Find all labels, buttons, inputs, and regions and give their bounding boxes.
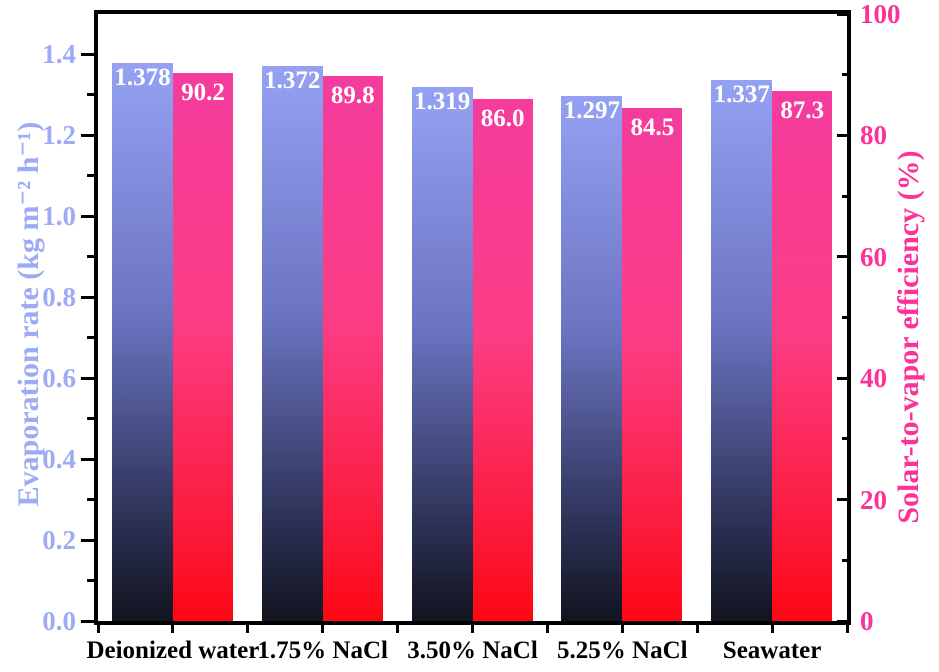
bar-value-label: 1.319 — [413, 88, 471, 116]
right-axis-title: Solar-to-vapor efficiency (%) — [892, 150, 925, 524]
right-axis-tick-label: 0 — [860, 606, 874, 636]
bar-evaporation-rate: 1.378 — [112, 63, 173, 621]
bar-evaporation-rate: 1.319 — [411, 87, 473, 621]
right-axis-tick-label: 100 — [860, 0, 901, 29]
x-axis-category-label: 5.25% NaCl — [557, 637, 688, 664]
bar-value-label: 1.372 — [264, 66, 321, 94]
left-axis-major-tick — [81, 214, 95, 218]
x-axis-tick — [471, 625, 474, 633]
left-axis-tick-label: 1.0 — [42, 201, 76, 232]
left-axis-minor-tick — [87, 498, 95, 502]
right-axis-major-tick — [837, 133, 847, 137]
left-axis-tick-label: 0.2 — [42, 525, 76, 556]
right-axis-minor-tick — [842, 316, 847, 319]
right-axis-tick-label: 20 — [860, 484, 887, 515]
bar-solar-to-vapor-efficiency: 84.5 — [622, 108, 683, 621]
x-axis-tick — [620, 625, 624, 633]
left-axis-major-tick — [81, 538, 95, 542]
right-axis-tick-label: 60 — [860, 241, 887, 272]
x-axis-category-label: Seawater — [722, 637, 822, 664]
x-axis-tick — [396, 625, 400, 633]
left-axis-minor-tick — [87, 174, 95, 178]
x-axis-tick — [845, 625, 849, 633]
bar-value-label: 90.2 — [181, 79, 225, 107]
x-axis-tick — [770, 625, 774, 633]
bar-evaporation-rate: 1.372 — [261, 65, 323, 621]
right-axis-tick-label: 40 — [860, 363, 887, 394]
right-axis-major-tick — [837, 619, 847, 623]
left-axis-tick-label: 0.0 — [42, 606, 76, 636]
bar-solar-to-vapor-efficiency: 87.3 — [772, 91, 833, 621]
right-axis-major-tick — [837, 255, 847, 259]
left-axis-major-tick — [81, 619, 95, 623]
left-axis-major-tick — [81, 52, 95, 56]
bar-evaporation-rate: 1.297 — [561, 96, 623, 621]
left-axis-tick-label: 0.4 — [42, 444, 76, 475]
left-axis-tick-label: 0.6 — [42, 363, 76, 394]
right-axis-major-tick — [837, 12, 847, 16]
x-axis-tick — [96, 625, 100, 633]
bar-value-label: 87.3 — [780, 97, 825, 125]
right-axis-tick-label: 80 — [860, 120, 887, 151]
right-axis-minor-tick — [842, 558, 847, 562]
left-axis-minor-tick — [87, 93, 95, 97]
bar-solar-to-vapor-efficiency: 86.0 — [472, 98, 533, 621]
x-axis-tick — [246, 625, 250, 633]
left-axis-title: Evaporation rate (kg m⁻² h⁻¹) — [12, 121, 45, 507]
x-axis-tick — [321, 625, 325, 633]
left-axis-minor-tick — [87, 579, 95, 583]
bar-value-label: 89.8 — [330, 81, 375, 109]
bar-value-label: 1.337 — [713, 80, 770, 108]
left-axis-minor-tick — [87, 255, 95, 259]
right-axis-major-tick — [837, 376, 847, 380]
left-axis-tick-label: 1.2 — [42, 120, 76, 151]
left-axis-tick-label: 0.8 — [42, 282, 76, 313]
bar-value-label: 84.5 — [630, 114, 675, 142]
right-axis-minor-tick — [842, 73, 847, 77]
x-axis-tick — [545, 625, 549, 633]
right-axis-minor-tick — [842, 194, 847, 198]
x-axis-category-label: 1.75% NaCl — [257, 637, 388, 664]
bar-evaporation-rate: 1.337 — [711, 79, 773, 621]
bar-value-label: 1.297 — [563, 97, 621, 125]
left-axis-major-tick — [81, 133, 95, 137]
left-axis-tick-label: 1.4 — [42, 39, 76, 70]
x-axis-tick — [171, 625, 175, 633]
bar-solar-to-vapor-efficiency: 90.2 — [173, 73, 233, 621]
left-axis-minor-tick — [87, 417, 95, 421]
left-axis-major-tick — [81, 295, 95, 299]
bar-value-label: 86.0 — [480, 104, 525, 132]
left-axis-major-tick — [81, 376, 95, 380]
left-axis-major-tick — [81, 457, 95, 461]
bar-value-label: 1.378 — [114, 64, 171, 92]
x-axis-tick — [695, 625, 699, 633]
x-axis-category-label: 3.50% NaCl — [407, 637, 538, 664]
left-axis-minor-tick — [87, 336, 95, 340]
right-axis-minor-tick — [842, 437, 847, 441]
x-axis-category-label: Deionized water — [86, 637, 260, 664]
right-axis-major-tick — [837, 498, 847, 502]
bar-solar-to-vapor-efficiency: 89.8 — [322, 75, 383, 621]
